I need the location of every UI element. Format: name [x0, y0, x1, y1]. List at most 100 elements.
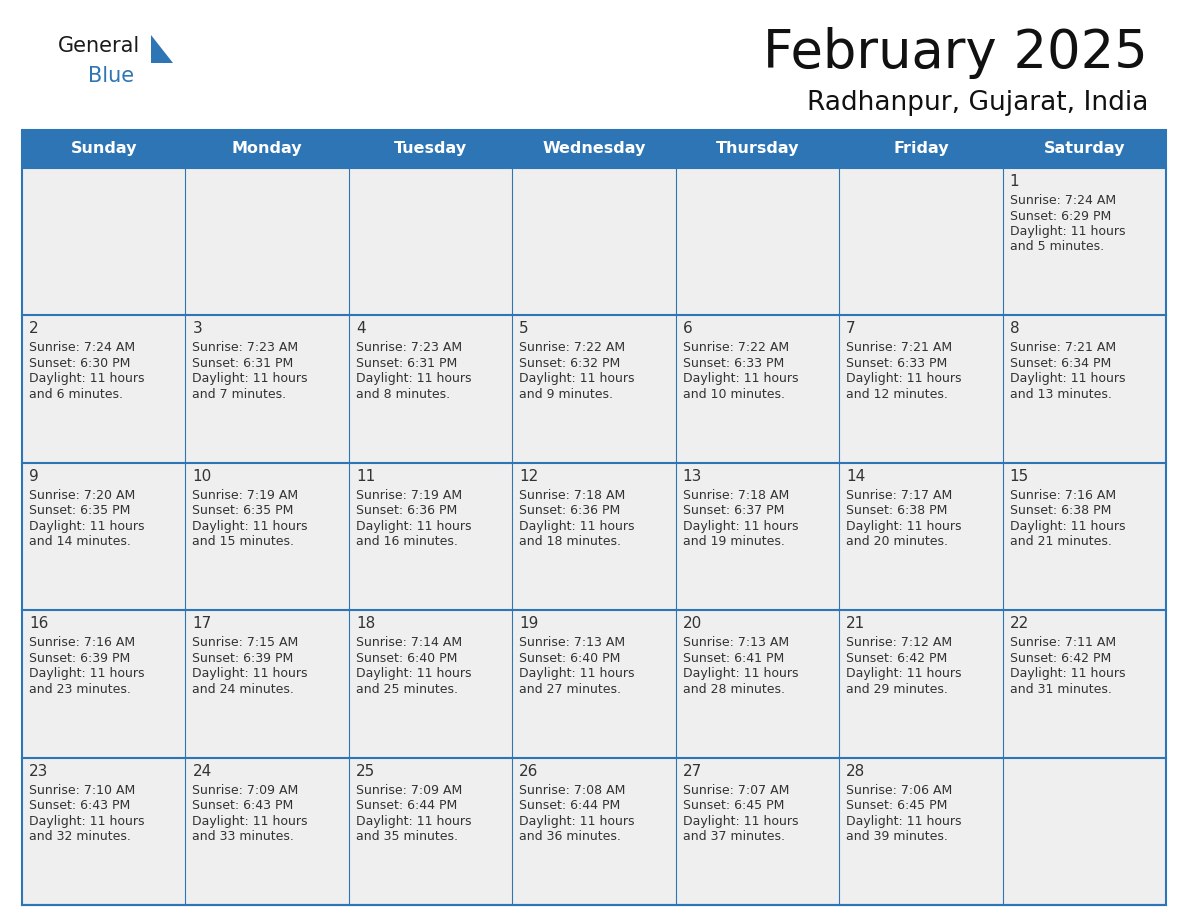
Bar — [185, 168, 349, 316]
Text: Blue: Blue — [88, 66, 134, 86]
Text: 1: 1 — [1010, 174, 1019, 189]
Bar — [349, 316, 512, 463]
Bar — [1003, 757, 1165, 905]
Bar — [676, 316, 839, 463]
Bar — [23, 168, 185, 316]
Text: Sunrise: 7:09 AM: Sunrise: 7:09 AM — [192, 784, 298, 797]
Text: General: General — [58, 36, 140, 56]
Text: Daylight: 11 hours: Daylight: 11 hours — [1010, 667, 1125, 680]
Text: and 16 minutes.: and 16 minutes. — [356, 535, 457, 548]
Text: Daylight: 11 hours: Daylight: 11 hours — [1010, 225, 1125, 238]
Text: 8: 8 — [1010, 321, 1019, 336]
Text: Daylight: 11 hours: Daylight: 11 hours — [519, 814, 634, 828]
Text: Sunrise: 7:13 AM: Sunrise: 7:13 AM — [519, 636, 625, 649]
Text: Daylight: 11 hours: Daylight: 11 hours — [29, 520, 145, 532]
Text: Sunset: 6:35 PM: Sunset: 6:35 PM — [29, 504, 131, 518]
Bar — [185, 610, 349, 757]
Text: Wednesday: Wednesday — [542, 141, 646, 156]
Bar — [512, 463, 676, 610]
Text: and 10 minutes.: and 10 minutes. — [683, 388, 785, 401]
Text: 14: 14 — [846, 469, 865, 484]
Text: Daylight: 11 hours: Daylight: 11 hours — [846, 373, 961, 386]
Text: Sunset: 6:45 PM: Sunset: 6:45 PM — [846, 799, 948, 812]
Text: Daylight: 11 hours: Daylight: 11 hours — [683, 814, 798, 828]
Polygon shape — [151, 35, 173, 63]
Text: 9: 9 — [29, 469, 39, 484]
Text: Sunrise: 7:24 AM: Sunrise: 7:24 AM — [1010, 194, 1116, 207]
Text: 20: 20 — [683, 616, 702, 632]
Text: Sunrise: 7:24 AM: Sunrise: 7:24 AM — [29, 341, 135, 354]
Text: Daylight: 11 hours: Daylight: 11 hours — [519, 520, 634, 532]
Text: 25: 25 — [356, 764, 375, 778]
Bar — [839, 463, 1003, 610]
Bar — [1003, 463, 1165, 610]
Text: 18: 18 — [356, 616, 375, 632]
Bar — [839, 130, 1003, 168]
Text: Daylight: 11 hours: Daylight: 11 hours — [683, 667, 798, 680]
Text: Sunset: 6:44 PM: Sunset: 6:44 PM — [356, 799, 457, 812]
Text: Daylight: 11 hours: Daylight: 11 hours — [29, 814, 145, 828]
Text: Sunset: 6:40 PM: Sunset: 6:40 PM — [356, 652, 457, 665]
Text: Daylight: 11 hours: Daylight: 11 hours — [846, 520, 961, 532]
Text: and 39 minutes.: and 39 minutes. — [846, 830, 948, 843]
Bar — [512, 130, 676, 168]
Text: Sunrise: 7:13 AM: Sunrise: 7:13 AM — [683, 636, 789, 649]
Text: Sunset: 6:38 PM: Sunset: 6:38 PM — [1010, 504, 1111, 518]
Text: Sunrise: 7:11 AM: Sunrise: 7:11 AM — [1010, 636, 1116, 649]
Text: Daylight: 11 hours: Daylight: 11 hours — [192, 520, 308, 532]
Text: 21: 21 — [846, 616, 865, 632]
Text: Daylight: 11 hours: Daylight: 11 hours — [683, 373, 798, 386]
Text: 5: 5 — [519, 321, 529, 336]
Bar — [349, 757, 512, 905]
Bar — [1003, 610, 1165, 757]
Text: Sunset: 6:34 PM: Sunset: 6:34 PM — [1010, 357, 1111, 370]
Text: 7: 7 — [846, 321, 855, 336]
Text: Sunrise: 7:19 AM: Sunrise: 7:19 AM — [192, 488, 298, 502]
Text: 4: 4 — [356, 321, 366, 336]
Text: 15: 15 — [1010, 469, 1029, 484]
Text: Daylight: 11 hours: Daylight: 11 hours — [356, 667, 472, 680]
Text: 28: 28 — [846, 764, 865, 778]
Text: 16: 16 — [29, 616, 49, 632]
Text: 12: 12 — [519, 469, 538, 484]
Text: 2: 2 — [29, 321, 39, 336]
Bar — [676, 610, 839, 757]
Text: 19: 19 — [519, 616, 538, 632]
Bar — [512, 610, 676, 757]
Bar — [839, 610, 1003, 757]
Text: 11: 11 — [356, 469, 375, 484]
Text: Sunset: 6:35 PM: Sunset: 6:35 PM — [192, 504, 293, 518]
Text: Sunset: 6:43 PM: Sunset: 6:43 PM — [29, 799, 131, 812]
Bar — [185, 316, 349, 463]
Text: Sunset: 6:44 PM: Sunset: 6:44 PM — [519, 799, 620, 812]
Text: and 20 minutes.: and 20 minutes. — [846, 535, 948, 548]
Text: and 37 minutes.: and 37 minutes. — [683, 830, 785, 843]
Text: Sunrise: 7:16 AM: Sunrise: 7:16 AM — [1010, 488, 1116, 502]
Text: Sunrise: 7:14 AM: Sunrise: 7:14 AM — [356, 636, 462, 649]
Text: Daylight: 11 hours: Daylight: 11 hours — [29, 667, 145, 680]
Text: Sunrise: 7:17 AM: Sunrise: 7:17 AM — [846, 488, 953, 502]
Bar — [839, 757, 1003, 905]
Text: Daylight: 11 hours: Daylight: 11 hours — [356, 520, 472, 532]
Text: Sunday: Sunday — [70, 141, 137, 156]
Text: Thursday: Thursday — [715, 141, 800, 156]
Text: Sunrise: 7:23 AM: Sunrise: 7:23 AM — [356, 341, 462, 354]
Text: Sunrise: 7:16 AM: Sunrise: 7:16 AM — [29, 636, 135, 649]
Text: Sunset: 6:38 PM: Sunset: 6:38 PM — [846, 504, 948, 518]
Text: and 8 minutes.: and 8 minutes. — [356, 388, 450, 401]
Text: Sunrise: 7:08 AM: Sunrise: 7:08 AM — [519, 784, 626, 797]
Text: Sunset: 6:41 PM: Sunset: 6:41 PM — [683, 652, 784, 665]
Text: 23: 23 — [29, 764, 49, 778]
Text: Sunset: 6:29 PM: Sunset: 6:29 PM — [1010, 209, 1111, 222]
Text: Sunset: 6:39 PM: Sunset: 6:39 PM — [29, 652, 131, 665]
Text: Radhanpur, Gujarat, India: Radhanpur, Gujarat, India — [807, 90, 1148, 116]
Text: Sunset: 6:45 PM: Sunset: 6:45 PM — [683, 799, 784, 812]
Text: Sunset: 6:31 PM: Sunset: 6:31 PM — [192, 357, 293, 370]
Text: 3: 3 — [192, 321, 202, 336]
Text: Sunset: 6:33 PM: Sunset: 6:33 PM — [846, 357, 947, 370]
Text: Sunset: 6:30 PM: Sunset: 6:30 PM — [29, 357, 131, 370]
Text: and 25 minutes.: and 25 minutes. — [356, 683, 457, 696]
Bar — [349, 463, 512, 610]
Text: Sunset: 6:37 PM: Sunset: 6:37 PM — [683, 504, 784, 518]
Text: Daylight: 11 hours: Daylight: 11 hours — [356, 373, 472, 386]
